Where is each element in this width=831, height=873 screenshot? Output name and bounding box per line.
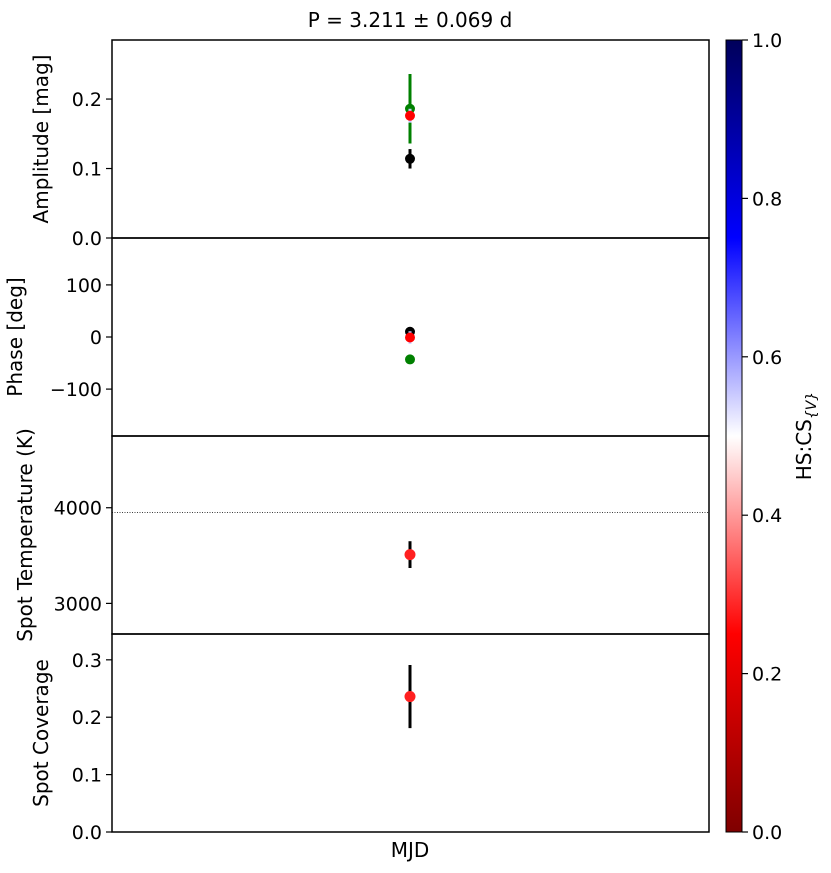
data-point — [404, 549, 416, 561]
y-axis-label: Spot Temperature (K) — [13, 428, 37, 642]
y-tick-label: 0.1 — [72, 159, 102, 181]
colorbar-tick-label: 1.0 — [752, 30, 782, 52]
y-axis-label: Spot Coverage — [29, 659, 53, 807]
panel-1: 0.0 0.1 0.2 Amplitude [mag] — [29, 39, 710, 250]
panel-4: 0.0 0.1 0.2 0.3 Spot Coverage — [29, 633, 710, 844]
colorbar-tick-label: 0.0 — [752, 822, 782, 844]
panel-frame — [111, 633, 710, 833]
y-tick-label: 0.3 — [72, 650, 102, 672]
y-tick-label: 0 — [90, 327, 102, 349]
y-tick-label: 0.0 — [72, 228, 102, 250]
y-tick-label: 0.0 — [72, 822, 102, 844]
colorbar-label: HS:CS{V} — [792, 392, 820, 481]
y-tick-label: 0.1 — [72, 765, 102, 787]
chart-title: P = 3.211 ± 0.069 d — [308, 8, 513, 32]
colorbar-label-sub: {V} — [804, 392, 820, 419]
colorbar-ticks: 0.0 0.2 0.4 0.6 0.8 1.0 — [742, 30, 782, 844]
data-point — [405, 354, 415, 365]
panel-frame — [111, 435, 710, 635]
x-axis-label: MJD — [391, 838, 430, 862]
y-axis-label: Phase [deg] — [3, 277, 27, 396]
y-tick-label: −100 — [50, 379, 102, 401]
colorbar-gradient — [725, 39, 743, 833]
colorbar-label-main: HS:CS — [792, 419, 816, 480]
y-tick-label: 0.2 — [72, 89, 102, 111]
colorbar: 0.0 0.2 0.4 0.6 0.8 1.0 HS:CS{V} — [725, 30, 820, 844]
y-tick-label: 100 — [66, 275, 102, 297]
panel-2: −100 0 100 Phase [deg] — [3, 237, 710, 437]
panel-3: 3000 4000 Spot Temperature (K) — [13, 428, 710, 642]
data-point — [405, 153, 415, 164]
y-axis-label: Amplitude [mag] — [29, 55, 53, 224]
panels: 0.0 0.1 0.2 Amplitude [mag] −100 0 100 Phase [d… — [3, 39, 710, 844]
y-tick-label: 3000 — [54, 593, 102, 615]
y-tick-label: 4000 — [54, 498, 102, 520]
colorbar-tick-label: 0.6 — [752, 347, 782, 369]
colorbar-tick-label: 0.8 — [752, 188, 782, 210]
y-tick-label: 0.2 — [72, 707, 102, 729]
data-point — [405, 110, 415, 121]
colorbar-tick-label: 0.4 — [752, 505, 782, 527]
colorbar-tick-label: 0.2 — [752, 664, 782, 686]
data-point — [405, 332, 415, 343]
data-point — [404, 691, 416, 703]
